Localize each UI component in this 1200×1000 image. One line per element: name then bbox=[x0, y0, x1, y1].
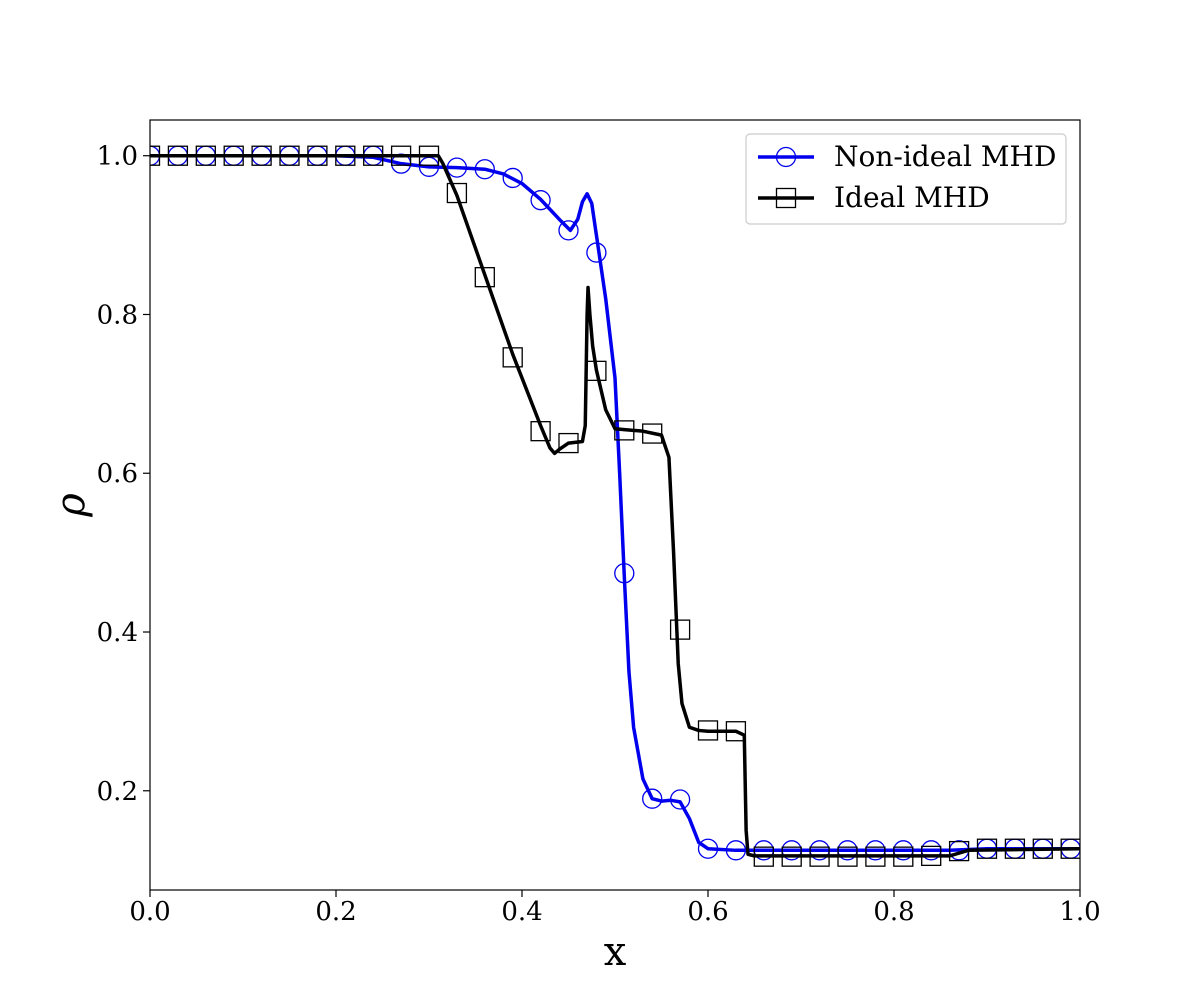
data-point-non-ideal-mhd bbox=[614, 563, 635, 584]
data-point-ideal-mhd bbox=[390, 145, 412, 166]
data-point-ideal-mhd bbox=[781, 846, 802, 867]
data-point-ideal-mhd bbox=[1004, 838, 1026, 859]
series-ideal-mhd bbox=[150, 145, 1080, 867]
data-point-ideal-mhd bbox=[335, 145, 356, 166]
data-point-ideal-mhd bbox=[307, 145, 328, 166]
plot-area bbox=[150, 120, 1080, 890]
data-point-ideal-mhd bbox=[809, 846, 830, 867]
series-layer bbox=[150, 145, 1080, 867]
data-point-ideal-mhd bbox=[753, 846, 774, 867]
legend-frame bbox=[745, 133, 1067, 225]
data-point-ideal-mhd bbox=[167, 145, 189, 166]
data-point-non-ideal-mhd bbox=[642, 788, 663, 809]
data-point-ideal-mhd bbox=[223, 145, 244, 166]
legend-label-ideal: Ideal MHD bbox=[834, 181, 990, 214]
data-point-ideal-mhd bbox=[948, 840, 970, 862]
x-tick-label: 0.0 bbox=[129, 897, 170, 927]
y-tick-label: 0.4 bbox=[97, 618, 138, 648]
x-tick-label: 0.6 bbox=[687, 897, 728, 927]
data-point-ideal-mhd bbox=[279, 145, 300, 166]
data-point-non-ideal-mhd bbox=[558, 220, 579, 241]
data-point-ideal-mhd bbox=[865, 846, 886, 867]
data-point-ideal-mhd bbox=[502, 347, 523, 368]
data-point-ideal-mhd bbox=[642, 423, 663, 444]
legend-marker-ideal bbox=[775, 187, 797, 209]
x-axis: 0.0 0.2 0.4 0.6 0.8 1.0 bbox=[129, 890, 1101, 927]
data-point-ideal-mhd bbox=[363, 145, 384, 166]
data-point-ideal-mhd bbox=[669, 619, 691, 640]
data-point-ideal-mhd bbox=[1060, 838, 1080, 859]
data-point-non-ideal-mhd bbox=[502, 167, 523, 189]
data-point-ideal-mhd bbox=[418, 145, 440, 166]
data-point-ideal-mhd bbox=[558, 432, 579, 454]
y-axis-label: ρ bbox=[48, 493, 94, 518]
series-line-non-ideal-mhd bbox=[150, 153, 1080, 853]
data-point-non-ideal-mhd bbox=[446, 157, 468, 178]
y-tick-label: 1.0 bbox=[97, 142, 138, 172]
y-tick-label: 0.6 bbox=[97, 459, 138, 489]
data-point-ideal-mhd bbox=[697, 720, 719, 741]
legend-label-non-ideal: Non-ideal MHD bbox=[834, 140, 1056, 173]
data-point-ideal-mhd bbox=[251, 145, 272, 166]
data-point-ideal-mhd bbox=[614, 420, 635, 441]
x-tick-label: 0.8 bbox=[873, 897, 914, 927]
data-point-non-ideal-mhd bbox=[669, 789, 691, 810]
data-point-ideal-mhd bbox=[530, 421, 551, 442]
legend: Non-ideal MHD Ideal MHD bbox=[745, 133, 1067, 225]
y-tick-label: 0.8 bbox=[97, 300, 138, 330]
x-tick-label: 0.2 bbox=[315, 897, 356, 927]
data-point-ideal-mhd bbox=[921, 845, 942, 867]
data-point-ideal-mhd bbox=[837, 846, 858, 867]
data-point-non-ideal-mhd bbox=[725, 840, 747, 861]
y-axis: 0.2 0.4 0.6 0.8 1.0 bbox=[97, 142, 150, 807]
legend-marker-non-ideal bbox=[775, 146, 797, 168]
data-point-ideal-mhd bbox=[195, 145, 216, 166]
data-point-non-ideal-mhd bbox=[474, 159, 495, 180]
data-point-ideal-mhd bbox=[150, 145, 161, 166]
data-point-ideal-mhd bbox=[725, 721, 747, 742]
data-point-non-ideal-mhd bbox=[530, 190, 551, 211]
data-point-ideal-mhd bbox=[976, 838, 998, 859]
plot-frame bbox=[149, 119, 1081, 891]
y-tick-label: 0.2 bbox=[97, 777, 138, 807]
data-point-ideal-mhd bbox=[893, 846, 914, 867]
data-point-ideal-mhd bbox=[1032, 838, 1053, 859]
data-point-ideal-mhd bbox=[586, 360, 607, 381]
x-axis-label: x bbox=[604, 929, 627, 975]
data-point-non-ideal-mhd bbox=[697, 838, 719, 859]
x-tick-label: 0.4 bbox=[501, 897, 542, 927]
data-point-non-ideal-mhd bbox=[586, 242, 607, 263]
data-point-ideal-mhd bbox=[474, 267, 495, 288]
x-tick-label: 1.0 bbox=[1059, 897, 1100, 927]
data-point-ideal-mhd bbox=[446, 182, 468, 204]
